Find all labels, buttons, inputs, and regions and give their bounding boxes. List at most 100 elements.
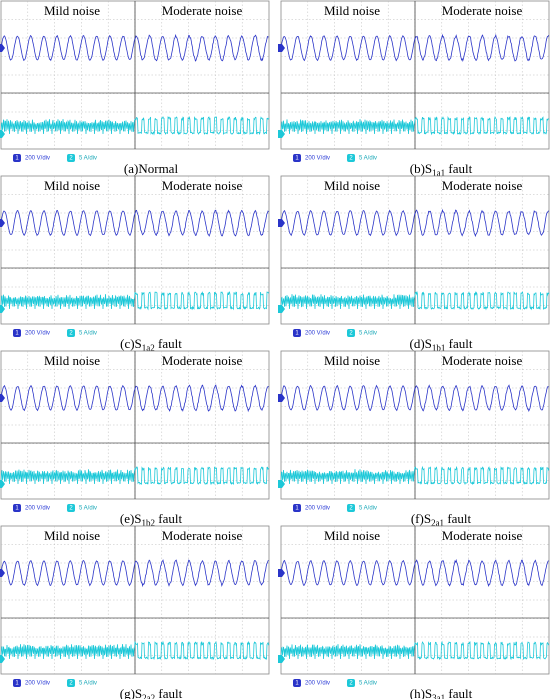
current-wave [0,466,270,486]
scope-panel: Mild noise Moderate noise 1 200 V/div 2 5 A/d… [278,175,550,353]
left-label: Mild noise [324,3,380,18]
right-label: Moderate noise [442,528,523,543]
ch2-badge-bg [67,154,75,162]
ch2-marker [0,655,5,663]
ch1-badge-bg [293,504,301,512]
voltage-wave [0,559,269,588]
scope-panel: Mild noise Moderate noise 1 200 V/div 2 5 A/d… [0,0,270,176]
ch2-badge: 2 [69,506,73,512]
caption-text: fault [445,336,472,351]
left-label: Mild noise [324,353,380,368]
ch1-badge-bg [13,329,21,337]
left-label: Mild noise [324,528,380,543]
scope-panel: Mild noise Moderate noise 1 200 V/div 2 5 A/d… [278,525,550,699]
ch2-badge: 2 [69,681,73,687]
caption: (b)S1a1 fault [410,161,473,178]
left-label: Mild noise [44,178,100,193]
caption-text: fault [445,686,472,699]
ch2-badge-bg [67,504,75,512]
caption: (g)S2a2 fault [120,686,183,699]
ch1-badge: 1 [295,331,299,337]
ch1-badge: 1 [15,156,19,162]
caption-text: (h)S [410,686,432,699]
caption-subscript: 2a1 [431,518,444,528]
ch2-scale: 5 A/div [79,331,97,337]
caption-subscript: 1a2 [142,343,155,353]
scope-panel: Mild noise Moderate noise 1 200 V/div 2 5 A/d… [278,350,550,528]
ch2-marker [0,305,5,313]
ch2-marker [278,130,285,138]
caption-subscript: 1a1 [432,168,445,178]
scope-panel: Mild noise Moderate noise 1 200 V/div 2 5 A/d… [278,0,550,178]
caption-text: (f)S [411,511,431,526]
voltage-wave [0,384,269,413]
caption-subscript: 1b2 [142,518,156,528]
ch2-badge-bg [347,504,355,512]
left-label: Mild noise [44,353,100,368]
ch1-marker [0,569,5,577]
ch2-badge-bg [347,329,355,337]
caption-text: (e)S [120,511,142,526]
ch2-scale: 5 A/div [79,156,97,162]
caption-text: (c)S [120,336,142,351]
right-label: Moderate noise [442,178,523,193]
current-wave [0,291,270,311]
ch1-marker [278,569,285,577]
ch1-badge-bg [13,504,21,512]
ch1-badge: 1 [295,681,299,687]
ch2-badge: 2 [349,331,353,337]
ch1-badge-bg [293,679,301,687]
scope-panel: Mild noise Moderate noise 1 200 V/div 2 5 A/d… [0,525,270,699]
caption-text: (g)S [120,686,142,699]
ch2-marker [278,480,285,488]
caption-subscript: 3a1 [432,693,445,699]
ch2-badge-bg [67,679,75,687]
ch1-badge: 1 [15,681,19,687]
ch2-badge: 2 [349,681,353,687]
ch1-marker [0,394,5,402]
caption: (e)S1b2 fault [120,511,183,528]
caption: (c)S1a2 fault [120,336,182,353]
caption-subscript: 2a2 [142,693,155,699]
ch2-badge: 2 [349,156,353,162]
ch2-scale: 5 A/div [359,156,377,162]
caption: (h)S3a1 fault [410,686,473,699]
ch2-marker [0,130,5,138]
ch2-badge-bg [347,679,355,687]
ch1-badge-bg [293,154,301,162]
ch1-badge-bg [13,679,21,687]
caption: (a)Normal [124,161,179,176]
ch1-marker [0,44,5,52]
ch1-scale: 200 V/div [25,156,50,162]
left-label: Mild noise [44,528,100,543]
voltage-wave [280,384,549,413]
ch2-scale: 5 A/div [359,506,377,512]
ch1-badge: 1 [15,506,19,512]
ch2-badge: 2 [69,156,73,162]
voltage-wave [280,208,549,238]
caption-text: fault [155,336,182,351]
left-label: Mild noise [324,178,380,193]
ch1-scale: 200 V/div [25,681,50,687]
ch1-badge: 1 [295,156,299,162]
scope-panel: Mild noise Moderate noise 1 200 V/div 2 5 A/d… [0,350,270,528]
right-label: Moderate noise [442,3,523,18]
caption-text: (d)S [410,336,432,351]
ch2-marker [0,480,5,488]
caption-text: (a)Normal [124,161,179,176]
ch1-marker [278,219,285,227]
right-label: Moderate noise [162,353,243,368]
current-wave [280,465,550,486]
ch2-marker [278,305,285,313]
left-label: Mild noise [44,3,100,18]
right-label: Moderate noise [162,3,243,18]
voltage-wave [280,33,549,62]
ch2-marker [278,655,285,663]
caption-text: (b)S [410,161,432,176]
current-wave [280,116,550,136]
ch1-marker [278,44,285,52]
voltage-wave [0,33,269,62]
ch2-badge: 2 [69,331,73,337]
ch2-scale: 5 A/div [79,506,97,512]
